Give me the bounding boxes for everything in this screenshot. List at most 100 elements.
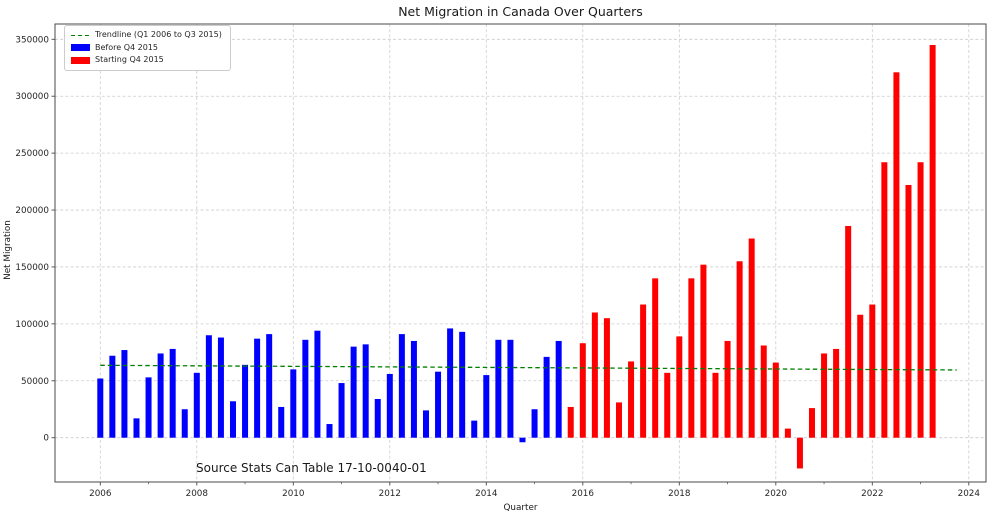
legend-label: Before Q4 2015 (95, 42, 158, 52)
bar-2011Q4 (374, 398, 381, 438)
legend-entry-trendline: Trendline (Q1 2006 to Q3 2015) (71, 29, 222, 42)
trendline-dash-swatch (71, 32, 90, 39)
y-tick-label: 350000 (15, 35, 49, 45)
bar-2020Q3 (796, 437, 803, 469)
bar-2017Q1 (628, 361, 635, 438)
bar-2006Q3 (121, 350, 128, 438)
bar-2008Q2 (205, 335, 212, 438)
legend-entry-starting: Starting Q4 2015 (71, 54, 222, 67)
bar-2007Q1 (145, 377, 152, 438)
bar-2019Q1 (724, 340, 731, 438)
bar-2009Q4 (278, 406, 285, 438)
bar-2019Q4 (760, 345, 767, 438)
bar-2022Q3 (893, 72, 900, 438)
legend-label: Starting Q4 2015 (95, 55, 164, 64)
bar-2021Q1 (821, 353, 828, 438)
trendline (100, 364, 957, 371)
y-tick-label: 100000 (15, 320, 49, 330)
bar-2022Q4 (905, 185, 912, 438)
bar-2010Q4 (326, 424, 333, 438)
bar-2017Q4 (664, 372, 671, 438)
bar-2017Q3 (652, 278, 659, 438)
y-tick-label: 50000 (21, 377, 49, 387)
x-axis-label: Quarter (503, 503, 538, 513)
bar-2013Q1 (435, 371, 442, 438)
red-patch-swatch (71, 56, 90, 64)
bar-2010Q3 (314, 330, 321, 438)
x-tick-label: 2020 (765, 489, 788, 499)
axes-border (54, 23, 987, 483)
bar-2016Q3 (603, 318, 610, 438)
y-tick-label: 200000 (15, 206, 49, 216)
bar-2009Q1 (242, 364, 249, 438)
x-tick-label: 2014 (475, 489, 498, 499)
bar-2014Q1 (483, 375, 490, 438)
bar-2021Q3 (845, 225, 852, 438)
bar-2011Q3 (362, 344, 369, 438)
bar-2012Q1 (386, 373, 393, 438)
bar-2018Q1 (676, 336, 683, 438)
bar-2014Q4 (519, 437, 526, 443)
bar-2013Q4 (471, 420, 478, 438)
bar-2016Q4 (615, 402, 622, 438)
bar-2022Q2 (881, 162, 888, 438)
y-tick-label: 0 (43, 434, 49, 444)
bar-2012Q3 (410, 340, 417, 438)
bar-2009Q3 (266, 334, 273, 438)
x-tick-label: 2022 (861, 489, 883, 499)
bar-2020Q2 (784, 428, 791, 438)
bar-2015Q4 (567, 406, 574, 438)
bar-2019Q3 (748, 238, 755, 438)
bar-2013Q2 (447, 328, 454, 438)
bar-2012Q4 (422, 410, 429, 438)
chart-title: Net Migration in Canada Over Quarters (398, 4, 643, 19)
source-annotation: Source Stats Can Table 17-10-0040-01 (196, 461, 427, 475)
y-tick-label: 300000 (15, 92, 49, 102)
bar-2023Q1 (917, 162, 924, 438)
legend: Trendline (Q1 2006 to Q3 2015) Before Q4… (64, 25, 231, 71)
bar-2013Q3 (459, 331, 466, 438)
bar-2020Q4 (808, 408, 815, 438)
bar-2016Q1 (579, 343, 586, 438)
blue-patch-swatch (71, 44, 90, 52)
bar-2019Q2 (736, 261, 743, 438)
x-tick-label: 2024 (958, 489, 981, 499)
y-tick-label: 150000 (15, 263, 49, 273)
bar-2007Q4 (181, 409, 188, 438)
bar-2011Q1 (338, 383, 345, 438)
bar-2015Q3 (555, 340, 562, 438)
legend-entry-before: Before Q4 2015 (71, 42, 222, 55)
bar-2006Q2 (109, 355, 116, 438)
x-tick-label: 2008 (186, 489, 208, 499)
y-tick-label: 250000 (15, 149, 49, 159)
bar-2009Q2 (254, 338, 261, 438)
bar-2018Q2 (688, 278, 695, 438)
x-tick-label: 2016 (572, 489, 595, 499)
legend-label: Trendline (Q1 2006 to Q3 2015) (95, 30, 222, 39)
x-tick-label: 2006 (89, 489, 112, 499)
bar-2007Q2 (157, 353, 164, 438)
bar-2020Q1 (772, 362, 779, 438)
bar-2012Q2 (398, 334, 405, 438)
bar-2018Q3 (700, 264, 707, 438)
bar-2014Q2 (495, 339, 502, 438)
bar-2006Q1 (97, 378, 104, 438)
x-tick-label: 2018 (668, 489, 690, 499)
y-axis-label: Net Migration (3, 220, 13, 280)
bar-2021Q2 (833, 348, 840, 438)
bar-2010Q2 (302, 339, 309, 438)
bar-2008Q1 (193, 372, 200, 438)
bar-2007Q3 (169, 348, 176, 438)
bar-2010Q1 (290, 369, 297, 438)
bar-2011Q2 (350, 346, 357, 438)
bar-2006Q4 (133, 418, 140, 438)
bar-2017Q2 (640, 304, 647, 438)
bar-2022Q1 (869, 304, 876, 438)
bar-2021Q4 (857, 314, 864, 438)
x-tick-label: 2012 (379, 489, 401, 499)
bar-2023Q2 (929, 44, 936, 438)
bar-2016Q2 (591, 312, 598, 438)
bar-2008Q3 (217, 337, 224, 438)
